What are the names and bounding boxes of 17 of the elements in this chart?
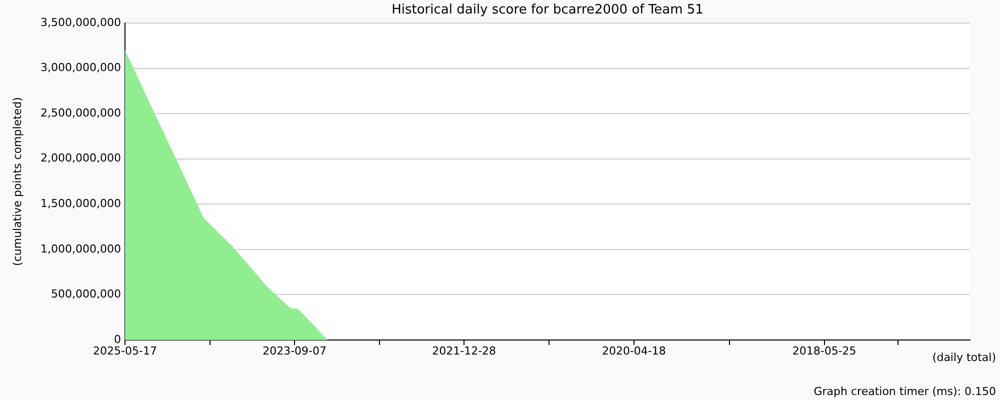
- y-tick-label: 1,500,000,000: [40, 197, 121, 210]
- text: Graph creation timer (ms): 0.150: [814, 384, 996, 398]
- y-tick-label: 2,500,000,000: [40, 106, 121, 120]
- chart-title: Historical daily score for bcarre2000 of Team 51: [392, 2, 704, 18]
- x-tick-label: 2020-04-18: [602, 344, 666, 358]
- x-axis-title: (daily total): [932, 350, 996, 364]
- y-tick-label: 3,000,000,000: [40, 61, 121, 74]
- x-tick-label: 2025-05-17: [93, 344, 157, 358]
- x-tick-label: 2023-09-07: [262, 344, 327, 358]
- y-tick-label: 1,000,000,000: [40, 242, 121, 256]
- x-tick-label: 2021-12-28: [432, 344, 496, 358]
- y-axis-title: (cumulative points completed): [10, 97, 24, 266]
- y-tick-label: 2,000,000,000: [40, 152, 121, 165]
- y-tick-label: 500,000,000: [51, 288, 121, 301]
- y-tick-label: 3,500,000,000: [40, 16, 121, 29]
- y-tick-label: 0: [114, 332, 121, 346]
- x-tick-label: 2018-05-25: [792, 344, 856, 358]
